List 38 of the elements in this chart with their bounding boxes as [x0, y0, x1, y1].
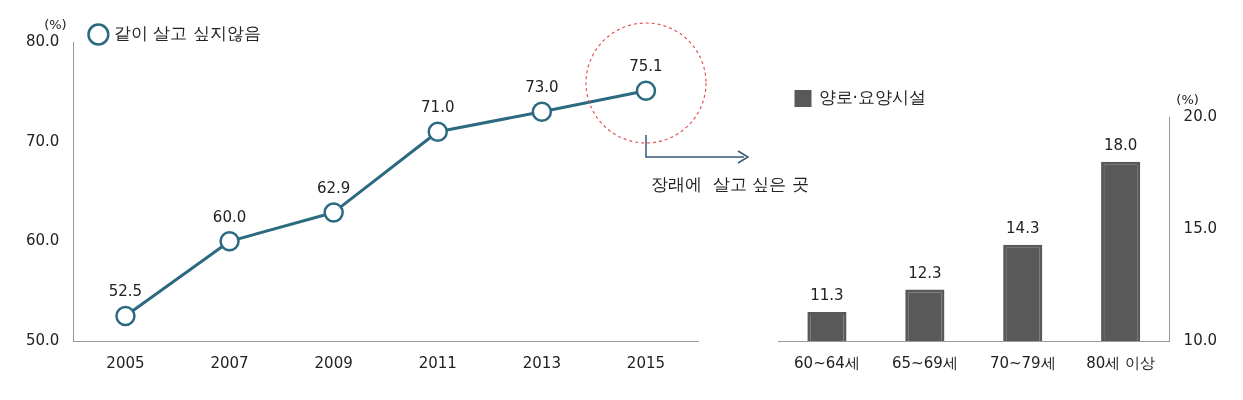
point: [115, 305, 136, 327]
y-tick-label: 60.0: [25, 231, 60, 250]
point: [219, 231, 240, 252]
data-label: 52.5: [108, 282, 143, 301]
x-tick-label: 2007: [210, 353, 249, 372]
data-label: 60.0: [212, 207, 247, 226]
y-tick-label: 15.0: [1183, 218, 1218, 237]
y-axis-title: (%): [44, 16, 67, 32]
x-tick-label: 2009: [314, 353, 353, 372]
point: [531, 101, 553, 123]
x-tick-label: 70~79세: [989, 353, 1056, 372]
x-tick-label: 60~64세: [794, 353, 860, 372]
data-label: 11.3: [810, 286, 844, 305]
data-label: 75.1: [629, 57, 663, 76]
annotation: 장래에 살고 싶은 곳: [650, 174, 809, 195]
y-tick-label: 50.0: [25, 330, 60, 349]
y-tick-label: 70.0: [25, 131, 60, 150]
x-tick-label: 2011: [418, 353, 457, 372]
data-label: 62.9: [316, 178, 351, 197]
x-tick-label: 2013: [522, 353, 561, 372]
point: [323, 202, 344, 223]
data-label: 71.0: [421, 98, 455, 117]
data-label: 14.3: [1006, 219, 1040, 238]
point: [635, 80, 657, 102]
data-label: 73.0: [525, 78, 559, 97]
y-tick-label: 80.0: [25, 31, 60, 50]
legend-label: 같이 살고 싶지않음: [113, 22, 261, 43]
x-tick-label: 2015: [626, 353, 666, 372]
legend-label: 양로·요양시설: [818, 86, 926, 107]
y-tick-label: 10.0: [1183, 330, 1218, 349]
x-tick-label: 80세 이상: [1086, 353, 1156, 372]
x-tick-label: 65~69세: [891, 353, 958, 372]
data-label: 18.0: [1103, 136, 1138, 155]
point: [427, 121, 448, 142]
x-tick-label: 2005: [106, 353, 145, 372]
data-label: 12.3: [908, 263, 942, 282]
y-tick-label: 20.0: [1183, 106, 1218, 125]
y-axis-title: (%): [1176, 91, 1199, 107]
